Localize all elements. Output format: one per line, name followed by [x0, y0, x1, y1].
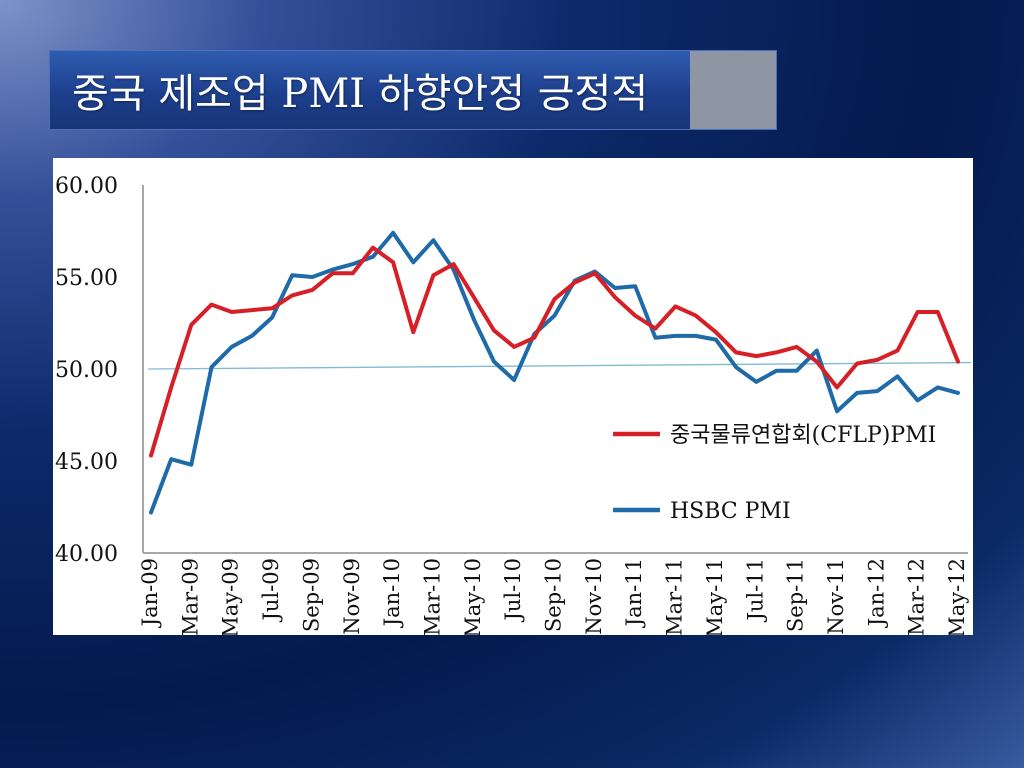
x-tick-label: Jan-09: [138, 558, 162, 628]
x-tick-label: Jul-11: [743, 558, 767, 622]
chart-panel: 40.00 45.00 50.00 55.00 60.00 Jan-09 Mar-09 May…: [53, 158, 973, 635]
x-tick-label: Jan-11: [622, 558, 646, 628]
y-tick-label: 55.00: [55, 266, 118, 291]
x-tick-label: Nov-10: [582, 558, 606, 635]
slide-title: 중국 제조업 PMI 하향안정 긍정적: [72, 71, 649, 117]
x-tick-label: May-09: [219, 558, 243, 635]
x-tick-label: Nov-09: [340, 558, 364, 635]
y-tick-label: 60.00: [55, 174, 118, 199]
x-tick-label: Nov-11: [824, 558, 848, 635]
x-tick-label: Mar-10: [420, 558, 444, 635]
x-tick-label: May-11: [703, 558, 727, 635]
x-tick-label: Mar-12: [905, 558, 929, 635]
x-tick-label: Mar-11: [663, 558, 687, 635]
x-tick-label: Jan-12: [864, 558, 888, 628]
x-tick-label: Sep-11: [784, 558, 808, 632]
y-tick-label: 45.00: [55, 450, 118, 475]
x-tick-label: Jul-10: [501, 558, 525, 622]
x-tick-label: Jul-09: [259, 558, 283, 622]
y-tick-label: 50.00: [55, 358, 118, 383]
x-tick-label: Sep-10: [542, 558, 566, 632]
x-tick-label: May-12: [945, 558, 969, 635]
title-accent-block: [690, 51, 776, 129]
legend-hsbc-label: HSBC PMI: [670, 499, 791, 524]
pmi-line-chart: 40.00 45.00 50.00 55.00 60.00 Jan-09 Mar-09 May…: [55, 174, 972, 635]
legend-cflp-label: 중국물류연합회(CFLP)PMI: [670, 423, 936, 448]
cflp-series-line: [149, 245, 960, 458]
x-tick-label: May-10: [461, 558, 485, 635]
reference-line-50: [147, 361, 972, 370]
title-bar: 중국 제조업 PMI 하향안정 긍정적: [49, 50, 777, 130]
x-tick-label: Sep-09: [299, 558, 323, 632]
x-tick-label: Mar-09: [178, 558, 202, 635]
y-tick-label: 40.00: [55, 542, 118, 567]
hsbc-series-line: [149, 230, 960, 515]
x-tick-label: Jan-10: [380, 558, 404, 628]
